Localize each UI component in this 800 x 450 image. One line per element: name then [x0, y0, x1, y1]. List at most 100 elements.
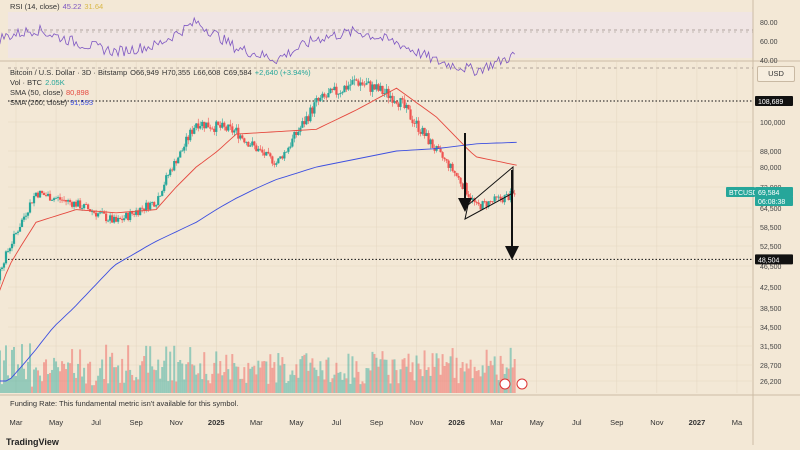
volume-bar [227, 369, 230, 393]
candle-body [131, 211, 134, 214]
volume-bar [491, 365, 494, 393]
volume-bar [49, 372, 52, 393]
candle-body [127, 212, 130, 221]
candle-body [379, 85, 382, 91]
candle-body [269, 153, 272, 157]
volume-bar [401, 359, 404, 393]
candle-body [437, 146, 440, 149]
volume-bar [415, 355, 418, 393]
volume-bar [465, 363, 468, 393]
volume-bar [85, 383, 88, 393]
candle-body [56, 197, 60, 199]
candle-body [99, 212, 102, 214]
volume-bar [39, 375, 42, 393]
candle-body [307, 116, 310, 122]
candle-body [445, 159, 448, 161]
volume-bar [371, 351, 374, 393]
volume-bar [23, 368, 26, 393]
sma200-value: 91,593 [70, 98, 94, 107]
vol-legend[interactable]: Vol · BTC 2.05K [10, 78, 68, 87]
volume-bar [177, 361, 180, 393]
candle-body [215, 121, 218, 132]
volume-bar [209, 383, 212, 393]
volume-bar [169, 351, 172, 393]
sma50-legend[interactable]: SMA (50, close) 80,898 [10, 88, 92, 97]
volume-bar [175, 381, 178, 393]
volume-bar [343, 373, 346, 393]
volume-bar [195, 374, 198, 393]
candle-body [341, 92, 344, 94]
volume-bar [351, 356, 354, 393]
sma200-legend[interactable]: SMA (200, close) 91,593 [10, 98, 96, 107]
candle-body [369, 81, 372, 92]
candle-body [235, 127, 238, 131]
candle-body [229, 124, 232, 127]
volume-bar [147, 372, 150, 393]
tradingview-logo: TradingView [6, 437, 59, 447]
volume-bar [223, 372, 226, 393]
y-tick-label: 80,000 [760, 165, 782, 172]
candle-body [441, 152, 444, 158]
candle-body [345, 85, 348, 90]
volume-bar [91, 385, 94, 393]
candle-body [317, 98, 320, 101]
candle-body [397, 103, 400, 107]
price-tag [755, 196, 793, 206]
candle-body [111, 215, 114, 223]
volume-bar [79, 349, 82, 393]
candle-body [297, 131, 300, 136]
candle-body [299, 127, 302, 132]
candle-body [119, 218, 122, 219]
volume-bar [75, 377, 78, 393]
candle-body [493, 196, 496, 202]
candle-body [407, 104, 410, 110]
currency-button[interactable]: USD [757, 66, 795, 82]
candle-body [0, 268, 2, 281]
volume-bar [451, 348, 454, 393]
candle-body [105, 213, 108, 222]
candle-body [117, 218, 120, 222]
candle-body [349, 84, 352, 86]
candle-body [95, 212, 98, 217]
candle-body [38, 190, 42, 198]
candle-body [415, 120, 418, 124]
price-tag-label: 108,689 [758, 99, 783, 106]
candle-body [125, 212, 128, 219]
candle-body [0, 267, 4, 269]
candle-body [74, 201, 78, 207]
volume-bar [199, 363, 202, 393]
candle-body [483, 201, 486, 202]
candle-body [257, 148, 260, 152]
candle-body [497, 196, 500, 198]
candle-body [103, 211, 106, 214]
volume-bar [417, 363, 420, 393]
volume-bar [423, 350, 426, 393]
candle-body [387, 88, 390, 99]
candle-body [70, 202, 74, 207]
candle-body [40, 190, 44, 194]
volume-bar [509, 347, 512, 393]
candle-body [313, 102, 316, 114]
volume-bar [317, 376, 320, 393]
volume-bar [12, 346, 15, 393]
candle-body [433, 147, 436, 151]
candle-body [249, 145, 252, 147]
volume-bar [151, 366, 154, 393]
candle-body [233, 130, 236, 133]
candle-body [32, 196, 36, 204]
volume-bar [65, 369, 68, 393]
candle-body [287, 147, 290, 152]
candle-body [499, 196, 502, 200]
volume-bar [207, 380, 210, 393]
candle-body [271, 156, 274, 164]
candle-body [36, 192, 40, 198]
volume-bar [461, 362, 464, 393]
volume-bar [115, 367, 118, 393]
volume-bar [259, 367, 262, 393]
candle-body [419, 131, 422, 134]
volume-bar [319, 361, 322, 393]
volume-bar [27, 361, 30, 393]
candle-body [409, 109, 412, 120]
candle-body [399, 98, 402, 107]
